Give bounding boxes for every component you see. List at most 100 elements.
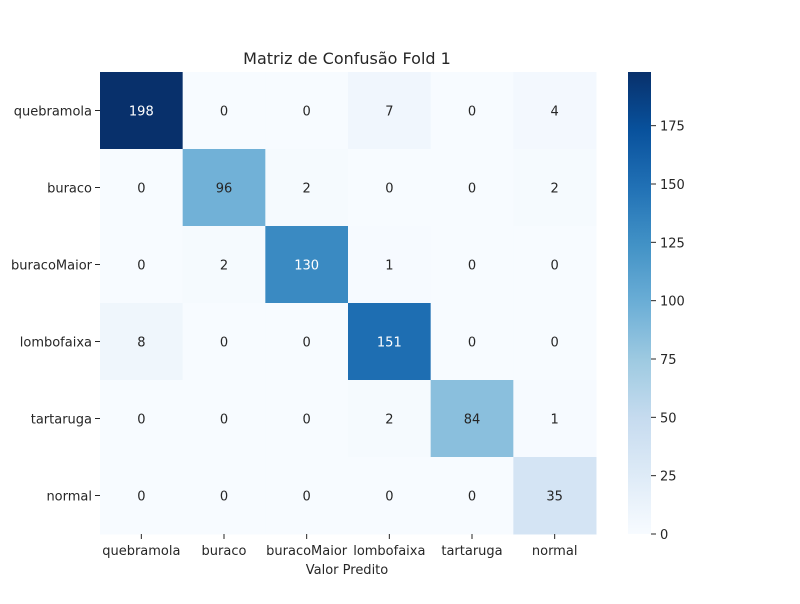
heatmap-cell xyxy=(513,149,597,227)
heatmap-cell xyxy=(100,457,184,535)
x-tick-label: tartaruga xyxy=(441,544,502,559)
cell-value-label: 8 xyxy=(137,336,145,351)
cell-value-label: 2 xyxy=(551,182,559,197)
colorbar-tick-label: 125 xyxy=(660,236,685,251)
heatmap-cell xyxy=(265,72,349,150)
heatmap-cell xyxy=(265,149,349,227)
chart-title: Matriz de Confusão Fold 1 xyxy=(243,49,451,68)
cell-value-label: 0 xyxy=(220,490,228,505)
heatmap-cell xyxy=(348,303,432,381)
cell-value-label: 4 xyxy=(551,105,559,120)
heatmap-cell xyxy=(430,457,514,535)
cell-labels: 198 0 0 7 0 4 0 96 2 0 0 2 0 2 130 1 0 0 8 0 0 151 0 0 0 0 0 2 84 1 0 0… xyxy=(129,105,563,505)
cell-value-label: 0 xyxy=(468,336,476,351)
cell-value-label: 96 xyxy=(216,182,233,197)
heatmap-cell xyxy=(430,72,514,150)
heatmap-cell xyxy=(100,226,184,304)
cell-value-label: 2 xyxy=(303,182,311,197)
cell-value-label: 0 xyxy=(137,182,145,197)
heatmap-cell xyxy=(513,226,597,304)
x-tick-label: buraco xyxy=(202,544,247,559)
colorbar-tick-label: 50 xyxy=(660,411,677,426)
colorbar-gradient xyxy=(628,72,651,534)
cell-value-label: 0 xyxy=(303,413,311,428)
x-axis: quebramola buraco buracoMaior lombofaixa tar… xyxy=(102,534,577,559)
heatmap-cell xyxy=(348,72,432,150)
heatmap-cell xyxy=(100,303,184,381)
cell-value-label: 2 xyxy=(220,259,228,274)
cell-value-label: 0 xyxy=(551,259,559,274)
heatmap-cell xyxy=(265,226,349,304)
heatmap-cell xyxy=(100,149,184,227)
heatmap-cell xyxy=(513,72,597,150)
heatmap-cell xyxy=(348,226,432,304)
colorbar: 0 25 50 75 100 125 150 175 xyxy=(628,72,685,543)
y-tick-label: buraco xyxy=(47,182,92,197)
heatmap-cell xyxy=(513,457,597,535)
heatmap-cell xyxy=(182,226,266,304)
colorbar-tick-label: 75 xyxy=(660,353,677,368)
colorbar-tick-label: 0 xyxy=(660,528,668,543)
cell-value-label: 0 xyxy=(137,413,145,428)
x-tick-label: lombofaixa xyxy=(353,544,425,559)
cell-value-label: 0 xyxy=(551,336,559,351)
heatmap-cell xyxy=(182,149,266,227)
heatmap-cell xyxy=(348,149,432,227)
cell-value-label: 151 xyxy=(377,336,402,351)
heatmap-cell xyxy=(430,303,514,381)
cell-value-label: 0 xyxy=(220,105,228,120)
heatmap-cells xyxy=(100,72,597,535)
heatmap-cell xyxy=(182,303,266,381)
y-tick-label: normal xyxy=(46,490,92,505)
heatmap-cell xyxy=(265,380,349,458)
cell-value-label: 0 xyxy=(468,490,476,505)
cell-value-label: 2 xyxy=(385,413,393,428)
x-tick-label: normal xyxy=(532,544,578,559)
heatmap-cell xyxy=(513,380,597,458)
heatmap-cell xyxy=(348,380,432,458)
heatmap-cell xyxy=(100,380,184,458)
y-tick-label: lombofaixa xyxy=(20,336,92,351)
heatmap-cell xyxy=(182,380,266,458)
cell-value-label: 84 xyxy=(464,413,481,428)
y-tick-label: quebramola xyxy=(14,105,92,120)
cell-value-label: 7 xyxy=(385,105,393,120)
heatmap-cell xyxy=(430,380,514,458)
cell-value-label: 0 xyxy=(385,182,393,197)
colorbar-tick-label: 150 xyxy=(660,178,685,193)
heatmap-cell xyxy=(430,226,514,304)
heatmap-cell xyxy=(100,72,184,150)
heatmap-cell xyxy=(182,457,266,535)
colorbar-tick-label: 100 xyxy=(660,295,685,310)
cell-value-label: 0 xyxy=(303,336,311,351)
cell-value-label: 35 xyxy=(546,490,563,505)
heatmap-cell xyxy=(182,72,266,150)
cell-value-label: 0 xyxy=(303,105,311,120)
cell-value-label: 0 xyxy=(220,413,228,428)
cell-value-label: 0 xyxy=(468,259,476,274)
heatmap-cell xyxy=(513,303,597,381)
cell-value-label: 0 xyxy=(137,259,145,274)
heatmap-cell xyxy=(265,303,349,381)
cell-value-label: 0 xyxy=(468,182,476,197)
colorbar-tick-label: 25 xyxy=(660,470,677,485)
colorbar-tick-label: 175 xyxy=(660,120,685,135)
cell-value-label: 198 xyxy=(129,105,154,120)
cell-value-label: 0 xyxy=(468,105,476,120)
cell-value-label: 0 xyxy=(137,490,145,505)
heatmap-cell xyxy=(265,457,349,535)
cell-value-label: 1 xyxy=(551,413,559,428)
cell-value-label: 0 xyxy=(220,336,228,351)
cell-value-label: 0 xyxy=(385,490,393,505)
cell-value-label: 1 xyxy=(385,259,393,274)
cell-value-label: 130 xyxy=(294,259,319,274)
x-tick-label: quebramola xyxy=(102,544,180,559)
y-tick-label: buracoMaior xyxy=(11,259,93,274)
x-tick-label: buracoMaior xyxy=(266,544,348,559)
cell-value-label: 0 xyxy=(303,490,311,505)
x-axis-label: Valor Predito xyxy=(306,563,389,578)
heatmap-cell xyxy=(348,457,432,535)
y-tick-label: tartaruga xyxy=(31,413,92,428)
